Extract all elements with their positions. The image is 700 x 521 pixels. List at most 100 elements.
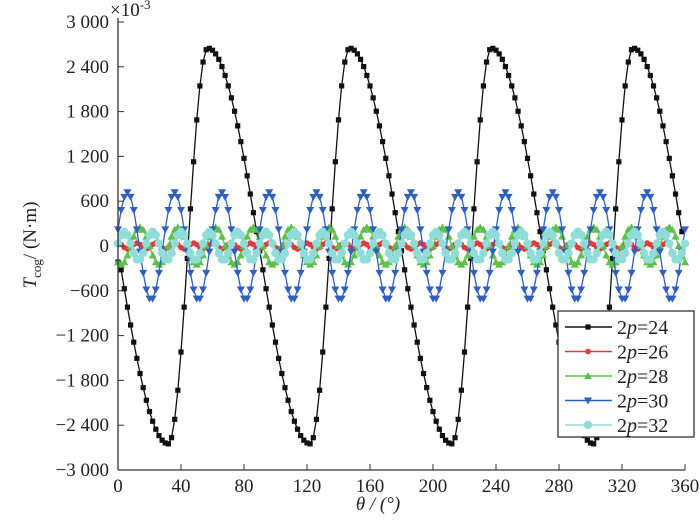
data-point	[479, 225, 488, 233]
data-point	[654, 95, 660, 101]
data-point	[227, 239, 236, 248]
x-tick-label: 160	[356, 476, 385, 497]
legend-label: 2p=24	[617, 317, 668, 339]
data-point	[391, 242, 400, 249]
data-point	[236, 286, 245, 294]
data-point	[350, 230, 359, 240]
data-point	[501, 189, 510, 197]
data-point	[469, 269, 478, 277]
data-point	[213, 51, 219, 57]
data-point	[507, 232, 516, 240]
data-point	[605, 230, 614, 240]
data-point	[328, 269, 337, 277]
data-point	[529, 286, 538, 294]
data-point	[129, 232, 138, 240]
data-point	[647, 72, 653, 79]
data-point	[268, 239, 277, 248]
data-point	[154, 269, 163, 277]
data-point	[296, 269, 305, 277]
data-point	[652, 226, 661, 234]
data-point	[594, 435, 600, 441]
data-point	[179, 230, 189, 240]
data-point	[425, 286, 434, 294]
data-point	[573, 258, 582, 266]
data-point	[454, 189, 463, 197]
data-point	[356, 232, 365, 240]
series-2p=32	[113, 227, 690, 264]
data-point	[619, 117, 625, 123]
data-point	[646, 193, 655, 201]
data-point	[649, 207, 658, 215]
data-point	[473, 286, 482, 294]
data-point	[663, 139, 669, 145]
data-point	[192, 255, 201, 264]
data-point	[332, 159, 338, 165]
data-point	[441, 248, 450, 258]
data-point	[652, 239, 661, 248]
data-point	[577, 286, 586, 294]
data-point	[328, 248, 337, 258]
data-point	[219, 63, 225, 70]
data-point	[674, 255, 683, 264]
data-point	[269, 322, 275, 328]
legend-marker	[584, 397, 592, 405]
data-point	[351, 47, 357, 53]
data-point	[313, 416, 320, 422]
data-point	[154, 239, 164, 248]
data-point	[381, 239, 390, 248]
data-point	[139, 269, 148, 277]
data-point	[164, 242, 173, 249]
data-point	[480, 83, 486, 89]
data-point	[410, 193, 419, 201]
data-point	[342, 59, 348, 65]
data-point	[520, 286, 529, 294]
data-point	[506, 72, 512, 79]
data-point	[485, 269, 494, 277]
data-point	[117, 207, 126, 215]
data-point	[189, 286, 198, 294]
data-point	[532, 269, 541, 277]
data-point	[129, 207, 138, 215]
data-point	[132, 226, 141, 234]
data-point	[630, 248, 639, 256]
data-point	[157, 248, 167, 258]
data-point	[491, 230, 501, 240]
data-point	[242, 248, 252, 258]
data-point	[233, 269, 242, 277]
data-point	[170, 189, 179, 197]
data-point	[661, 230, 671, 240]
data-point	[323, 304, 329, 310]
x-tick-label: 120	[293, 476, 322, 497]
data-point	[534, 210, 540, 216]
data-point	[164, 207, 173, 215]
data-point	[294, 426, 301, 432]
data-point	[340, 239, 349, 248]
data-point	[496, 51, 502, 57]
data-point	[186, 269, 195, 277]
data-point	[331, 286, 340, 294]
data-point	[142, 286, 151, 294]
data-point	[435, 230, 444, 240]
legend-label: 2p=26	[617, 342, 668, 364]
data-point	[334, 255, 343, 264]
data-point	[391, 269, 400, 277]
data-point	[468, 255, 474, 261]
x-tick-label: 280	[545, 476, 574, 497]
data-point	[681, 258, 689, 266]
data-point	[368, 239, 378, 248]
data-point	[660, 123, 666, 129]
data-point	[266, 304, 272, 310]
data-point	[639, 248, 649, 258]
data-point	[369, 226, 378, 234]
data-point	[561, 242, 570, 249]
data-point	[679, 229, 685, 235]
data-point	[184, 255, 190, 261]
data-point	[197, 83, 203, 89]
data-point	[217, 189, 226, 197]
data-point	[589, 207, 598, 215]
data-point	[671, 232, 680, 240]
data-point	[504, 242, 513, 249]
data-point	[353, 239, 362, 248]
data-point	[195, 248, 205, 258]
y-tick-label: −1 800	[56, 370, 109, 391]
